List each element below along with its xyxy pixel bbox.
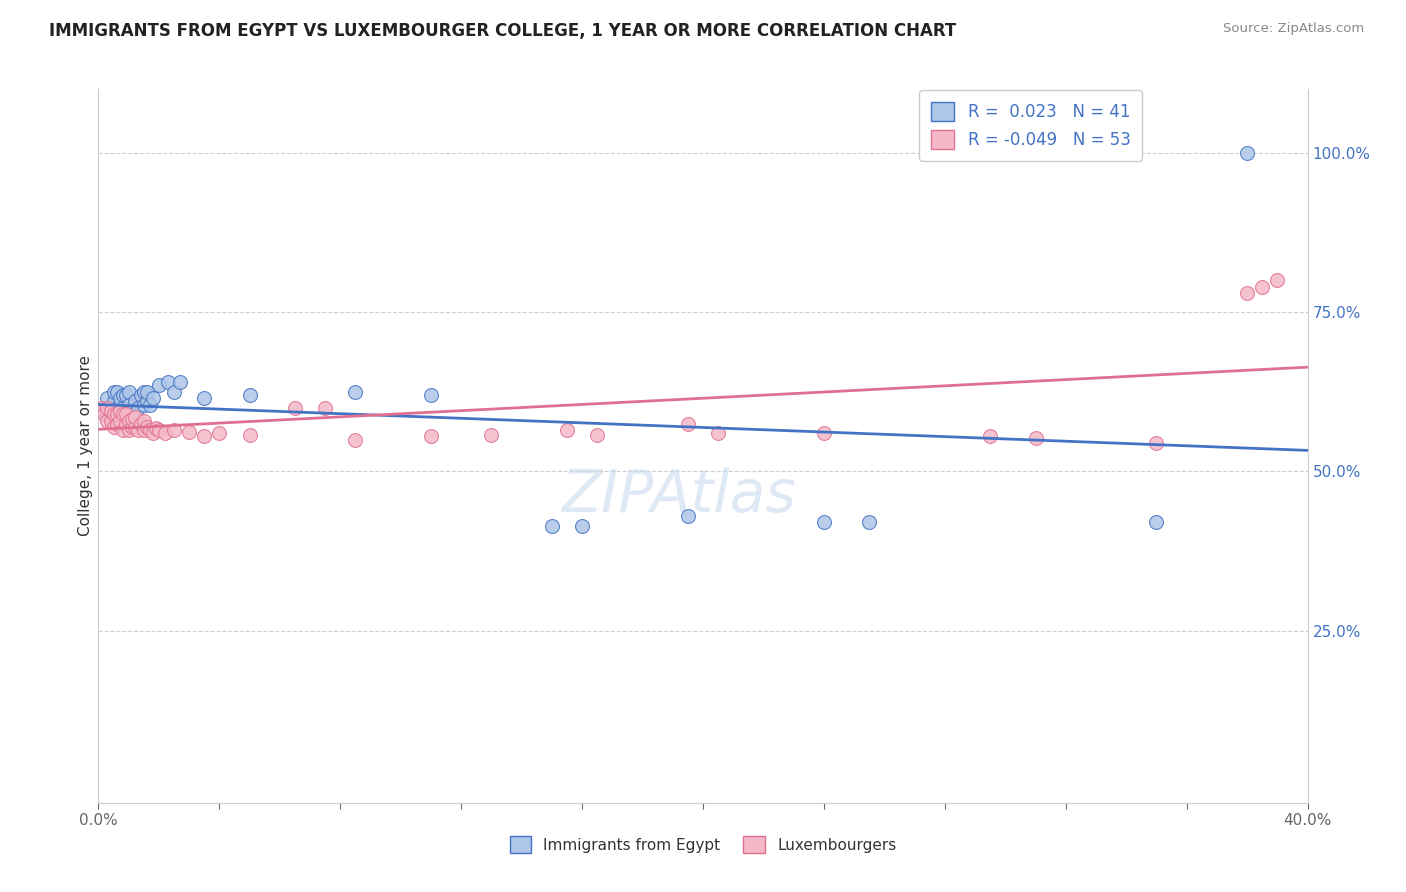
Point xyxy=(420,388,443,402)
Point xyxy=(111,401,134,415)
Point xyxy=(1024,431,1046,445)
Point xyxy=(163,384,186,399)
Point xyxy=(114,417,136,431)
Point xyxy=(114,404,136,418)
Point xyxy=(676,417,699,431)
Point xyxy=(108,391,131,405)
Point xyxy=(284,401,307,415)
Point xyxy=(156,376,179,390)
Point xyxy=(121,420,143,434)
Point xyxy=(135,420,157,434)
Point xyxy=(132,423,155,437)
Point xyxy=(103,394,125,409)
Legend: Immigrants from Egypt, Luxembourgers: Immigrants from Egypt, Luxembourgers xyxy=(503,830,903,859)
Point xyxy=(540,518,562,533)
Point xyxy=(135,394,157,409)
Point xyxy=(148,423,170,437)
Point xyxy=(813,516,835,530)
Point xyxy=(93,407,115,421)
Point xyxy=(114,407,136,421)
Point xyxy=(676,509,699,524)
Point xyxy=(1144,435,1167,450)
Y-axis label: College, 1 year or more: College, 1 year or more xyxy=(77,356,93,536)
Point xyxy=(1144,516,1167,530)
Point xyxy=(108,398,131,412)
Point xyxy=(169,376,191,390)
Point xyxy=(813,426,835,441)
Text: ZIPAtlas: ZIPAtlas xyxy=(561,467,796,524)
Point xyxy=(118,413,141,427)
Point xyxy=(108,404,131,418)
Point xyxy=(129,417,152,431)
Point xyxy=(100,404,122,418)
Point xyxy=(1251,279,1274,293)
Point xyxy=(135,384,157,399)
Point xyxy=(179,425,201,439)
Point xyxy=(105,401,128,415)
Point xyxy=(132,384,155,399)
Point xyxy=(96,391,118,405)
Point xyxy=(105,384,128,399)
Point xyxy=(111,423,134,437)
Point xyxy=(90,401,112,415)
Text: Source: ZipAtlas.com: Source: ZipAtlas.com xyxy=(1223,22,1364,36)
Point xyxy=(420,429,443,443)
Point xyxy=(105,417,128,431)
Point xyxy=(148,378,170,392)
Point xyxy=(118,398,141,412)
Point xyxy=(121,404,143,418)
Point xyxy=(707,426,730,441)
Point xyxy=(132,398,155,412)
Point xyxy=(1267,273,1289,287)
Point xyxy=(100,413,122,427)
Point xyxy=(96,413,118,427)
Point xyxy=(193,391,215,405)
Point xyxy=(139,398,162,412)
Point xyxy=(1236,286,1258,301)
Point xyxy=(108,413,131,427)
Point xyxy=(145,421,167,435)
Point xyxy=(103,420,125,434)
Point xyxy=(239,427,262,442)
Point xyxy=(127,423,149,437)
Point xyxy=(96,401,118,415)
Point xyxy=(124,420,146,434)
Point xyxy=(93,404,115,418)
Point xyxy=(858,516,880,530)
Point xyxy=(139,423,162,437)
Point xyxy=(132,413,155,427)
Point xyxy=(1236,145,1258,160)
Point xyxy=(96,407,118,421)
Point xyxy=(142,391,165,405)
Point xyxy=(163,423,186,437)
Point xyxy=(344,433,367,447)
Point xyxy=(586,427,609,442)
Point xyxy=(121,412,143,426)
Point xyxy=(124,394,146,409)
Point xyxy=(142,426,165,441)
Point xyxy=(208,426,231,441)
Point xyxy=(118,423,141,437)
Point xyxy=(105,407,128,421)
Point xyxy=(103,384,125,399)
Point xyxy=(481,427,503,442)
Point xyxy=(124,410,146,425)
Point xyxy=(111,388,134,402)
Point xyxy=(129,388,152,402)
Point xyxy=(979,429,1001,443)
Point xyxy=(555,423,578,437)
Point xyxy=(239,388,262,402)
Point xyxy=(118,384,141,399)
Text: IMMIGRANTS FROM EGYPT VS LUXEMBOURGER COLLEGE, 1 YEAR OR MORE CORRELATION CHART: IMMIGRANTS FROM EGYPT VS LUXEMBOURGER CO… xyxy=(49,22,956,40)
Point xyxy=(153,426,176,441)
Point xyxy=(111,407,134,421)
Point xyxy=(103,407,125,421)
Point xyxy=(344,384,367,399)
Point xyxy=(314,401,336,415)
Point xyxy=(100,407,122,421)
Point xyxy=(571,518,593,533)
Point xyxy=(193,429,215,443)
Point xyxy=(114,388,136,402)
Point xyxy=(127,401,149,415)
